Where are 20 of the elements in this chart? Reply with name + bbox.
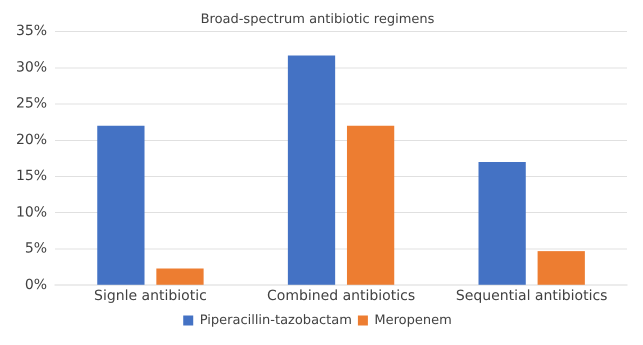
x-tick-label: Signle antibiotic (94, 288, 207, 304)
y-tick-label: 35% (16, 23, 48, 40)
bar (288, 56, 336, 285)
x-tick-label: Combined antibiotics (266, 288, 416, 304)
y-tick-label: 25% (16, 96, 48, 112)
y-tick-label: 0% (24, 276, 48, 293)
y-tick-label: 10% (16, 204, 48, 220)
y-tick-label: 20% (16, 132, 48, 148)
bar (97, 126, 145, 285)
y-tick-label: 30% (16, 59, 48, 76)
legend-label: Meropenem (374, 312, 452, 328)
bar (478, 162, 526, 285)
y-tick-label: 5% (24, 240, 48, 257)
bar (346, 126, 394, 285)
y-tick-label: 15% (16, 168, 48, 184)
bar (538, 251, 585, 285)
chart-title: Broad-spectrum antibiotic regimens (200, 12, 435, 28)
x-tick-label: Sequential antibiotics (456, 288, 608, 304)
bar (156, 268, 204, 285)
legend-label: Piperacillin-tazobactam (200, 312, 352, 328)
